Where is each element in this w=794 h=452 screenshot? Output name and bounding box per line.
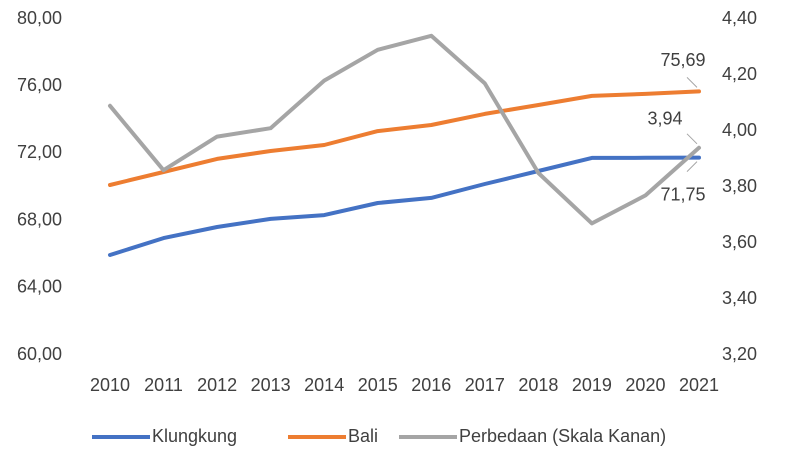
x-tick-label: 2013 xyxy=(251,375,291,395)
x-tick-label: 2016 xyxy=(411,375,451,395)
x-tick-label: 2012 xyxy=(197,375,237,395)
y2-tick-label: 3,40 xyxy=(722,288,757,308)
x-tick-label: 2011 xyxy=(144,375,183,395)
data-label: 75,69 xyxy=(660,50,705,70)
leader-line xyxy=(686,133,698,145)
series-line xyxy=(108,89,701,187)
leader-line xyxy=(686,161,698,172)
y-tick-label: 64,00 xyxy=(17,277,62,297)
y2-tick-label: 3,80 xyxy=(722,176,757,196)
y-tick-label: 80,00 xyxy=(17,8,62,28)
y-tick-label: 72,00 xyxy=(17,142,62,162)
x-tick-label: 2019 xyxy=(572,375,612,395)
leader-line xyxy=(686,77,698,88)
series-line xyxy=(108,33,701,226)
x-tick-label: 2021 xyxy=(679,375,719,395)
y-tick-label: 60,00 xyxy=(17,344,62,364)
y-tick-label: 68,00 xyxy=(17,209,62,229)
y2-tick-label: 4,40 xyxy=(722,8,757,28)
legend-label: Bali xyxy=(348,426,378,446)
x-tick-label: 2015 xyxy=(358,375,398,395)
x-tick-label: 2020 xyxy=(625,375,665,395)
legend-label: Perbedaan (Skala Kanan) xyxy=(459,426,666,446)
legend-label: Klungkung xyxy=(152,426,237,446)
y2-tick-label: 3,60 xyxy=(722,232,757,252)
y2-tick-label: 4,00 xyxy=(722,120,757,140)
data-label: 3,94 xyxy=(647,109,682,129)
x-tick-label: 2010 xyxy=(90,375,130,395)
x-tick-label: 2017 xyxy=(465,375,505,395)
series-line xyxy=(108,155,701,257)
x-tick-label: 2014 xyxy=(304,375,344,395)
x-tick-label: 2018 xyxy=(518,375,558,395)
y2-tick-label: 3,20 xyxy=(722,344,757,364)
y2-tick-label: 4,20 xyxy=(722,64,757,84)
y-tick-label: 76,00 xyxy=(17,75,62,95)
data-label: 71,75 xyxy=(660,184,705,204)
